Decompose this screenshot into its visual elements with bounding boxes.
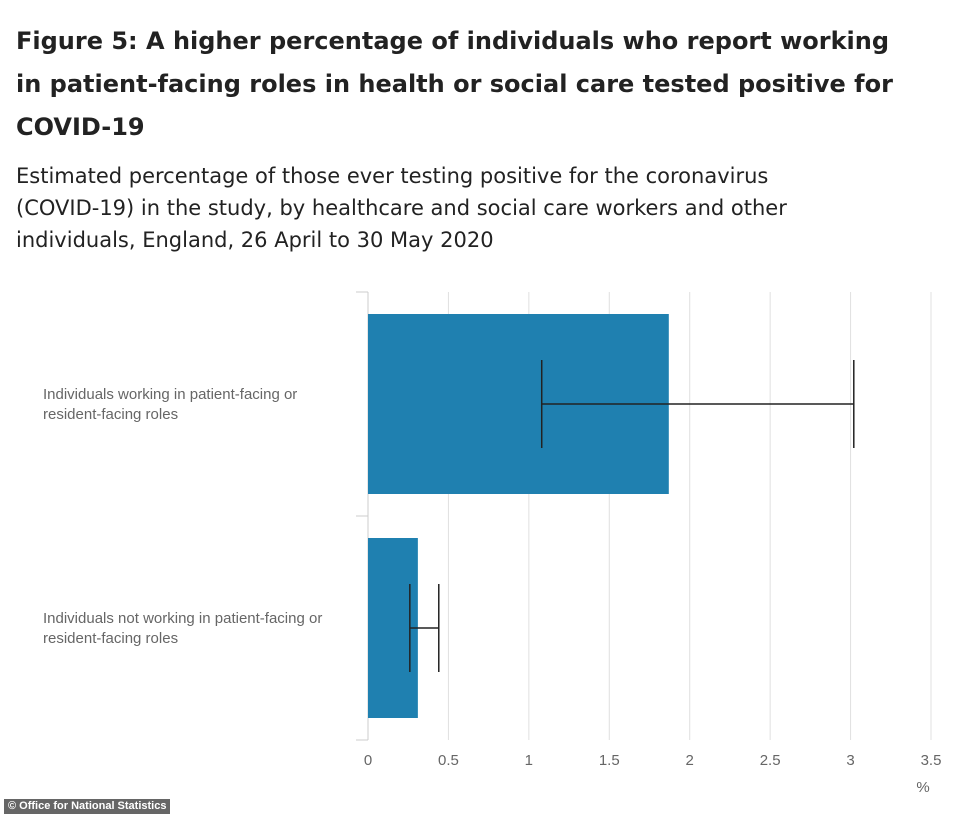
x-tick-label: 3.5 xyxy=(921,752,942,769)
x-tick-label: 1 xyxy=(525,752,533,769)
category-label: Individuals working in patient-facing or xyxy=(43,386,297,403)
category-label: Individuals not working in patient-facin… xyxy=(43,610,322,627)
chart-title: Figure 5: A higher percentage of individ… xyxy=(16,27,893,141)
x-axis-label: % xyxy=(916,779,929,796)
x-tick-label: 3 xyxy=(846,752,854,769)
chart-subtitle: Estimated percentage of those ever testi… xyxy=(16,164,787,252)
category-label: resident-facing roles xyxy=(43,630,178,647)
x-tick-label: 1.5 xyxy=(599,752,620,769)
x-tick-label: 0.5 xyxy=(438,752,459,769)
category-label: resident-facing roles xyxy=(43,406,178,423)
source-credit: © Office for National Statistics xyxy=(4,799,171,814)
bar-chart: Individuals working in patient-facing or… xyxy=(43,291,942,796)
x-tick-label: 2.5 xyxy=(760,752,781,769)
x-tick-label: 0 xyxy=(364,752,372,769)
x-tick-label: 2 xyxy=(686,752,694,769)
